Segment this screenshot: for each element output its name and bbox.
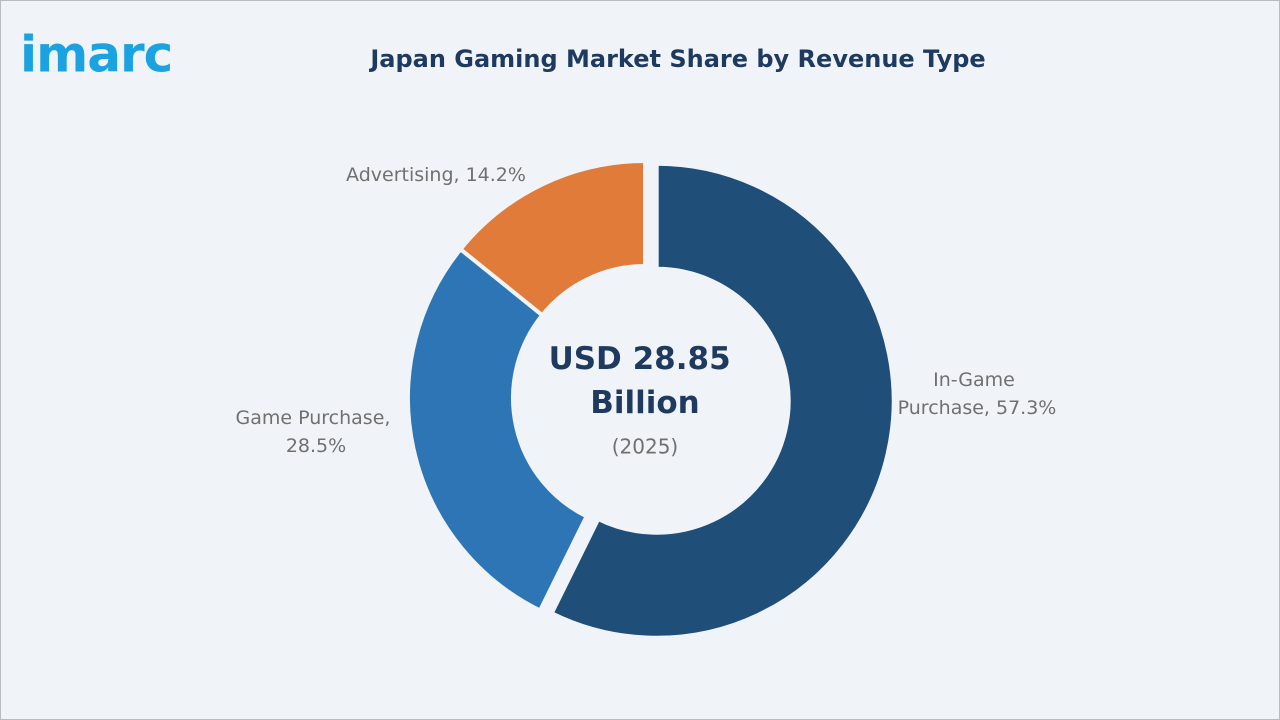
- donut-hole: [515, 268, 775, 528]
- slice-label: Advertising, 14.2%: [346, 164, 526, 186]
- logo: imarc: [20, 26, 172, 84]
- center-year: (2025): [612, 435, 679, 459]
- slice-label: Game Purchase, 28.5%: [236, 407, 397, 457]
- donut-slice: [406, 246, 590, 614]
- donut-slice: [457, 158, 647, 318]
- chart-title: Japan Gaming Market Share by Revenue Typ…: [368, 45, 985, 73]
- slice-label: In-Game Purchase, 57.3%: [898, 369, 1057, 419]
- donut-slice: [549, 161, 896, 640]
- center-value: USD 28.85 Billion: [549, 341, 742, 421]
